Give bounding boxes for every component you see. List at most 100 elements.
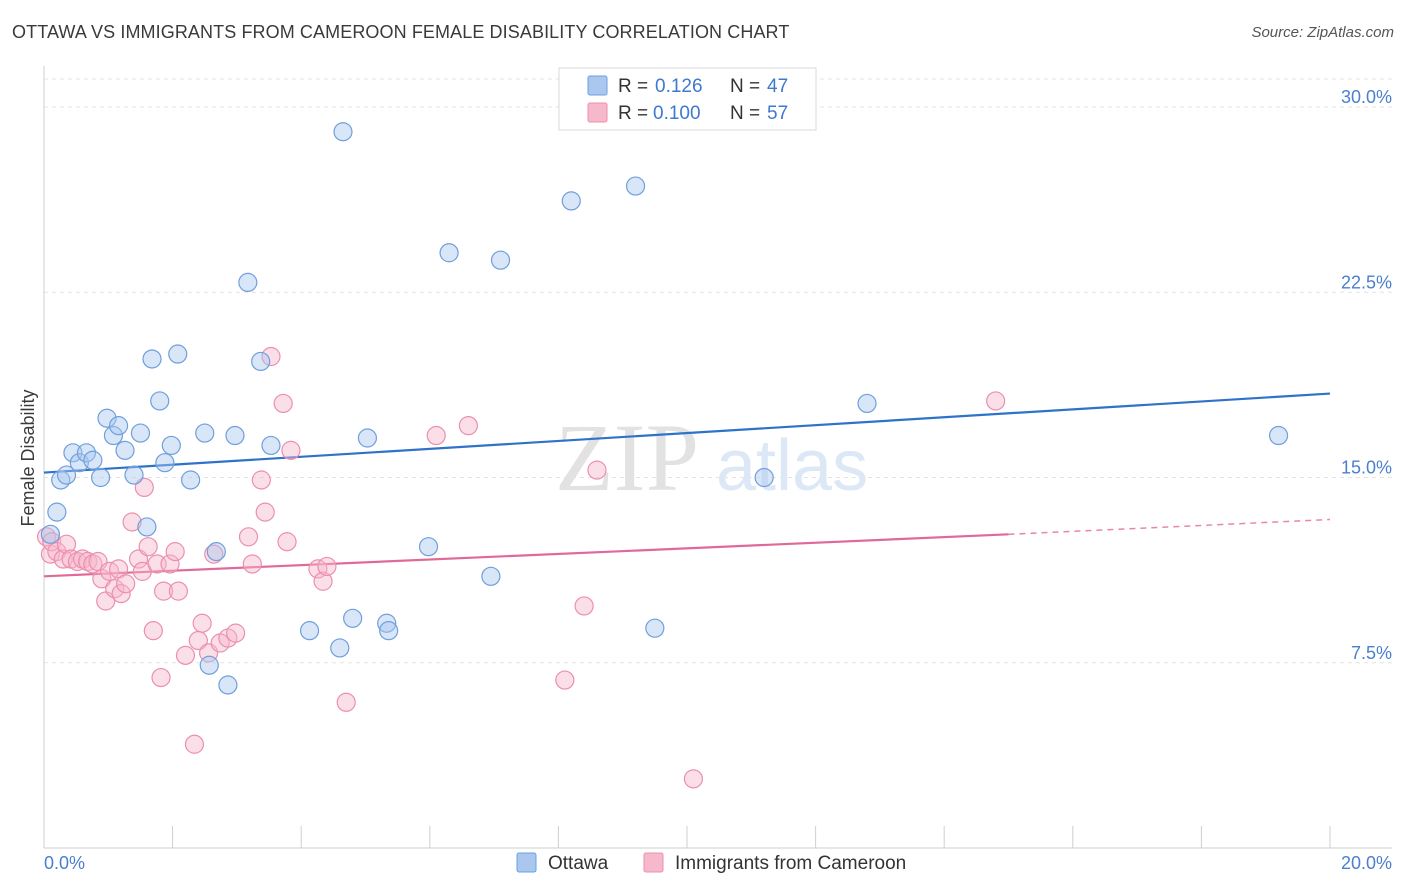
data-point-cameroon (204, 544, 224, 564)
trend-line-cameroon-projection (1008, 518, 1331, 536)
data-point-cameroon (273, 393, 293, 414)
data-point-ottawa (150, 391, 170, 411)
data-point-cameroon (165, 542, 185, 562)
data-point-cameroon (255, 502, 275, 522)
data-point-cameroon (116, 574, 136, 594)
data-point-cameroon (72, 549, 93, 569)
data-point-cameroon (192, 613, 212, 633)
y-tick-labels: 7.5% 15.0% 22.5% 30.0% (1341, 87, 1392, 663)
bottom-legend-ottawa: Ottawa (548, 853, 609, 874)
watermark-atlas: atlas (716, 426, 868, 506)
data-point-cameroon (587, 460, 607, 480)
data-point-ottawa (299, 621, 320, 641)
chart-title: OTTAWA VS IMMIGRANTS FROM CAMEROON FEMAL… (12, 22, 790, 42)
x-tick-label-max: 20.0% (1341, 853, 1392, 873)
bottom-swatch-cameroon (643, 852, 664, 873)
data-point-ottawa (108, 416, 129, 436)
data-point-ottawa (124, 465, 144, 485)
data-point-cameroon (281, 440, 301, 460)
data-point-ottawa (481, 566, 501, 586)
legend-swatch-cameroon (587, 102, 608, 123)
data-point-ottawa (115, 440, 135, 460)
data-point-ottawa (76, 443, 97, 463)
data-point-cameroon (986, 391, 1006, 411)
data-point-cameroon (42, 532, 62, 552)
data-point-cameroon (83, 554, 103, 574)
data-point-cameroon (313, 571, 333, 591)
data-point-ottawa (47, 502, 67, 522)
axes (43, 66, 1392, 849)
legend-r-value-cameroon: 0.100 (653, 103, 701, 124)
data-point-cameroon (426, 425, 446, 446)
data-point-cameroon (153, 581, 174, 601)
data-point-cameroon (458, 416, 478, 436)
y-axis-label: Female Disability (18, 389, 38, 526)
data-point-ottawa (439, 243, 459, 263)
data-point-cameroon (168, 581, 188, 601)
data-point-cameroon (160, 554, 180, 574)
data-point-cameroon (555, 670, 575, 690)
data-point-cameroon (261, 346, 281, 367)
data-point-ottawa (97, 408, 117, 428)
y-tick-label: 30.0% (1341, 87, 1392, 107)
data-point-ottawa (1268, 425, 1289, 446)
data-point-ottawa (218, 675, 238, 695)
data-point-cameroon (143, 621, 163, 641)
data-point-cameroon (184, 734, 205, 754)
data-point-cameroon (175, 645, 196, 665)
data-point-cameroon (683, 769, 704, 789)
data-point-ottawa (181, 470, 201, 490)
series-legend: Ottawa Immigrants from Cameroon (516, 852, 906, 874)
data-point-ottawa (330, 638, 350, 658)
legend-r-label-cameroon: R = (618, 103, 648, 124)
data-point-ottawa (168, 344, 188, 364)
data-point-ottawa (56, 465, 77, 485)
data-point-cameroon (242, 554, 262, 574)
data-point-cameroon (134, 477, 154, 498)
data-point-ottawa (490, 250, 511, 270)
legend-swatch-ottawa (587, 75, 608, 96)
legend-n-value-cameroon: 57 (767, 103, 788, 124)
data-point-ottawa (377, 613, 397, 633)
data-point-ottawa (83, 450, 103, 470)
data-point-cameroon (122, 512, 142, 532)
data-point-ottawa (195, 423, 215, 443)
x-tick-label-min: 0.0% (44, 853, 85, 873)
legend-n-value-ottawa: 47 (767, 76, 788, 97)
data-point-cameroon (251, 470, 271, 490)
legend-r-label-ottawa: R = (618, 76, 648, 97)
data-point-ottawa (199, 655, 219, 675)
data-point-cameroon (336, 692, 356, 712)
data-point-ottawa (251, 351, 271, 372)
legend-r-value-ottawa: 0.126 (655, 76, 703, 97)
data-point-ottawa (130, 423, 151, 443)
legend-n-label-cameroon: N = (730, 103, 760, 124)
trend-line-ottawa (43, 392, 1331, 474)
data-point-ottawa (645, 618, 665, 638)
data-point-cameroon (105, 579, 125, 599)
data-point-ottawa (261, 435, 281, 456)
watermark-zip: ZIP (555, 404, 699, 511)
data-point-cameroon (78, 551, 98, 572)
source-label: Source: ZipAtlas.com (1251, 24, 1394, 41)
data-point-ottawa (225, 425, 245, 446)
watermark: ZIP atlas (555, 404, 868, 511)
data-point-ottawa (379, 621, 399, 641)
data-point-ottawa (357, 428, 378, 448)
data-point-ottawa (90, 467, 111, 488)
data-points (36, 122, 1289, 789)
data-point-cameroon (56, 534, 77, 554)
data-point-cameroon (277, 532, 297, 552)
data-point-ottawa (625, 176, 646, 196)
data-point-ottawa (137, 517, 157, 537)
data-point-ottawa (40, 524, 61, 544)
data-point-ottawa (161, 435, 181, 456)
data-point-ottawa (155, 453, 175, 473)
data-point-ottawa (103, 425, 124, 446)
data-point-ottawa (63, 443, 83, 463)
data-point-cameroon (53, 549, 73, 569)
data-point-cameroon (138, 537, 158, 557)
data-point-ottawa (754, 467, 774, 488)
trend-line-cameroon (43, 533, 1009, 578)
